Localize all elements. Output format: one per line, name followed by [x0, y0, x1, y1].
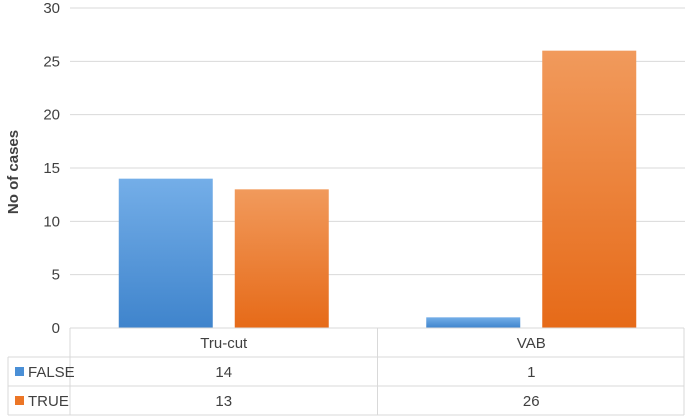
category-label: VAB — [517, 335, 546, 352]
y-tick-label: 0 — [52, 320, 60, 337]
y-tick-label: 20 — [43, 107, 60, 124]
data-table: Tru-cut VAB FALSE 14 1 TRUE 13 26 — [7, 327, 685, 416]
legend-label: FALSE — [28, 364, 75, 381]
legend-key-false — [15, 367, 24, 376]
table-value: 1 — [527, 364, 535, 381]
y-tick-label: 10 — [43, 213, 60, 230]
bar-true-tru-cut — [234, 189, 329, 328]
y-tick-label: 15 — [43, 160, 60, 177]
table-value: 26 — [523, 393, 540, 410]
bar-true-vab — [542, 50, 637, 329]
legend-key-true — [15, 396, 24, 405]
y-tick-label: 5 — [52, 267, 60, 284]
y-tick-label: 25 — [43, 53, 60, 70]
table-value: 13 — [215, 393, 232, 410]
category-label: Tru-cut — [200, 335, 248, 352]
legend-label: TRUE — [28, 393, 69, 410]
table-value: 14 — [215, 364, 232, 381]
bar-false-vab — [426, 317, 521, 328]
y-tick-label: 30 — [43, 0, 60, 17]
bars — [118, 50, 637, 329]
y-axis-tick-labels: 0 5 10 15 20 25 30 — [43, 0, 60, 337]
bar-false-tru-cut — [118, 178, 213, 328]
y-axis-label: No of cases — [5, 130, 22, 214]
